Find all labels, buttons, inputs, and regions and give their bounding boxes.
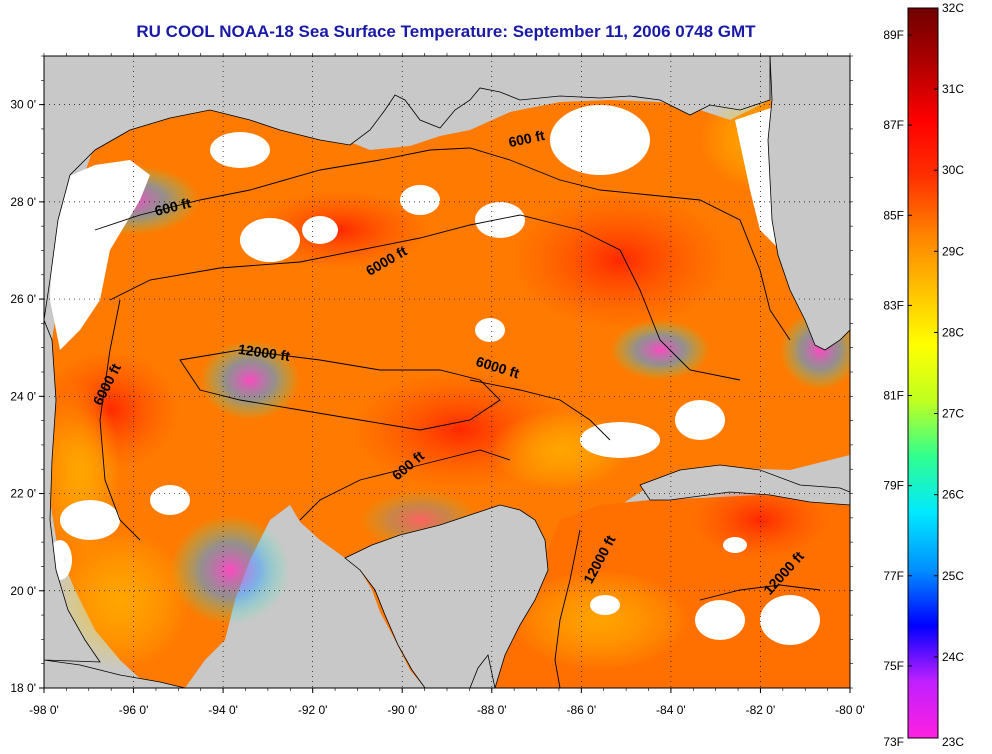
- map-title: RU COOL NOAA-18 Sea Surface Temperature:…: [136, 22, 756, 41]
- colorbar-celsius-label: 26C: [942, 488, 964, 502]
- lon-tick-label: -94 0': [208, 703, 238, 717]
- florida-peninsula: [767, 56, 850, 351]
- lon-tick-label: -96 0': [119, 703, 149, 717]
- contour-6000ft-north: [109, 214, 741, 381]
- contour-600ft: [94, 147, 791, 341]
- cuba: [639, 464, 850, 506]
- colorbar-fahrenheit-label: 79F: [883, 479, 904, 493]
- lon-tick-label: -86 0': [567, 703, 597, 717]
- contour-600ft-campeche: [299, 449, 511, 521]
- lon-tick-label: -80 0': [835, 703, 865, 717]
- colorbar-celsius-label: 31C: [942, 82, 964, 96]
- colorbar-celsius-label: 29C: [942, 244, 964, 258]
- colorbar-celsius-labels: 32C 31C 30C 29C 28C 27C 26C 25C 24C 23C: [942, 1, 964, 749]
- axis-labels: -98 0' -96 0' -94 0' -92 0' -90 0' -88 0' -86 …: [10, 98, 864, 717]
- landmasses: [44, 56, 850, 688]
- colorbar-fahrenheit-label: 73F: [883, 735, 904, 749]
- colorbar-celsius-label: 24C: [942, 650, 964, 664]
- colorbar-celsius-label: 28C: [942, 325, 964, 339]
- lon-tick-label: -84 0': [656, 703, 686, 717]
- lon-tick-label: -82 0': [746, 703, 776, 717]
- colorbar-fahrenheit-label: 77F: [883, 569, 904, 583]
- bathymetry-contours: [94, 147, 821, 688]
- colorbar-fahrenheit-label: 85F: [883, 208, 904, 222]
- lat-tick-label: 28 0': [10, 195, 36, 209]
- lon-tick-label: -90 0': [387, 703, 417, 717]
- lat-tick-label: 26 0': [10, 292, 36, 306]
- colorbar-fahrenheit-labels: 89F 87F 85F 83F 81F 79F 77F 75F 73F: [883, 28, 904, 749]
- colorbar-fahrenheit-label: 87F: [883, 118, 904, 132]
- colorbar-fahrenheit-label: 89F: [883, 28, 904, 42]
- colorbar-fahrenheit-label: 83F: [883, 298, 904, 312]
- lat-tick-label: 24 0': [10, 389, 36, 403]
- colorbar-celsius-label: 25C: [942, 569, 964, 583]
- lat-tick-label: 18 0': [10, 681, 36, 695]
- colorbar-celsius-label: 27C: [942, 407, 964, 421]
- lon-tick-label: -92 0': [298, 703, 328, 717]
- lon-tick-label: -98 0': [29, 703, 59, 717]
- graticule-grid: [39, 53, 853, 693]
- lat-tick-label: 20 0': [10, 584, 36, 598]
- contour-6000ft-west: [99, 299, 141, 541]
- contour-12000ft: [179, 349, 501, 431]
- us-gulf-coast: [44, 56, 771, 321]
- contour-label: 600 ft: [507, 127, 546, 150]
- colorbar-fahrenheit-label: 75F: [883, 659, 904, 673]
- central-america-coast: [469, 654, 496, 688]
- colorbar-fahrenheit-label: 81F: [883, 389, 904, 403]
- contour-label: 12000 ft: [237, 341, 291, 364]
- colorbar-celsius-label: 23C: [942, 735, 964, 749]
- colorbar-celsius-label: 32C: [942, 1, 964, 15]
- temperature-colorbar: 89F 87F 85F 83F 81F 79F 77F 75F 73F 32C 31C 30C 29C…: [883, 1, 964, 749]
- contour-caribbean: [554, 529, 581, 688]
- lat-tick-label: 22 0': [10, 487, 36, 501]
- map-area[interactable]: [40, 56, 860, 688]
- lon-tick-label: -88 0': [477, 703, 507, 717]
- lat-tick-label: 30 0': [10, 98, 36, 112]
- mexico-south-coast: [44, 659, 186, 688]
- colorbar-scale: [907, 7, 939, 739]
- contour-6000ft-east: [469, 379, 611, 441]
- mexico-west-coast: [44, 319, 101, 663]
- contour-caribbean-2: [699, 584, 821, 601]
- colorbar-celsius-label: 30C: [942, 163, 964, 177]
- yucatan-peninsula: [344, 504, 549, 688]
